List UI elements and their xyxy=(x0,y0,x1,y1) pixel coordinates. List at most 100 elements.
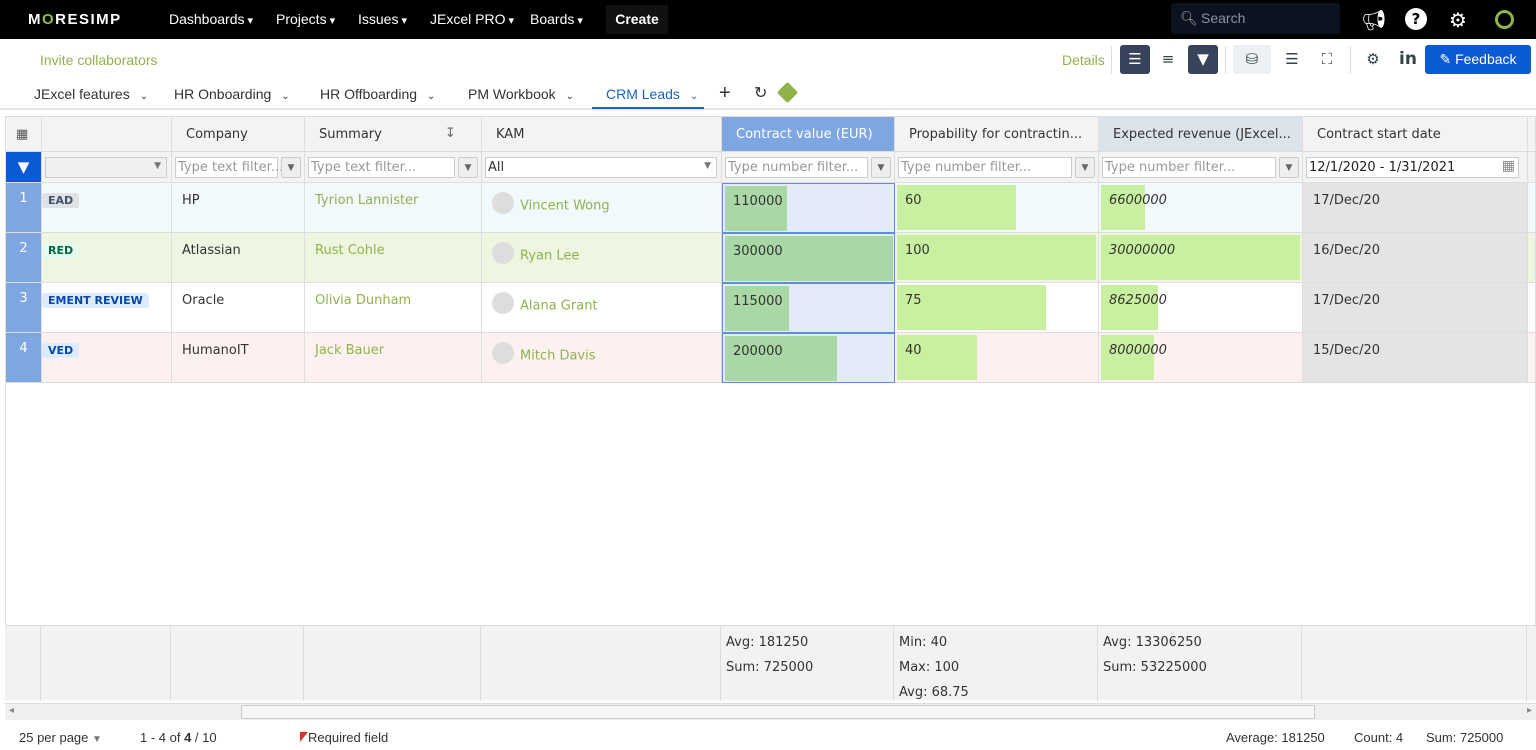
column-header-status[interactable] xyxy=(42,117,172,152)
database-icon[interactable]: ⛁ xyxy=(1233,45,1271,74)
tab-hr-offboarding[interactable]: HR Offboarding ⌄ xyxy=(320,86,435,102)
kam-cell[interactable]: Vincent Wong xyxy=(482,183,722,233)
column-header-contract-start-date[interactable]: Contract start date xyxy=(1303,117,1528,152)
create-button[interactable]: Create xyxy=(606,5,668,34)
column-header-contract-value[interactable]: Contract value (EUR) xyxy=(722,117,895,152)
summary-link[interactable]: Olivia Dunham xyxy=(305,283,482,333)
search-input[interactable]: 🔍︎ Search xyxy=(1171,3,1340,34)
tab-jexcel-features[interactable]: JExcel features ⌄ xyxy=(34,86,148,102)
filter-dropdown-icon[interactable]: ▼ xyxy=(1279,157,1299,178)
summary-link[interactable]: Rust Cohle xyxy=(305,233,482,283)
filter-dropdown-icon[interactable]: ▼ xyxy=(281,157,301,178)
warning-icon[interactable] xyxy=(776,81,799,104)
tab-crm-leads[interactable]: CRM Leads ⌄ xyxy=(592,86,705,109)
filter-input-expected-revenue[interactable]: Type number filter... xyxy=(1102,157,1276,178)
expected-revenue-cell[interactable]: 8625000 xyxy=(1099,283,1303,333)
expected-revenue-cell[interactable]: 6600000 xyxy=(1099,183,1303,233)
clear-filters-icon[interactable]: ▼ xyxy=(6,152,42,183)
tab-pm-workbook[interactable]: PM Workbook ⌄ xyxy=(468,86,574,102)
kam-cell[interactable]: Mitch Davis xyxy=(482,333,722,383)
filter-input-summary[interactable]: Type text filter... xyxy=(308,157,455,178)
nav-jexcel-pro[interactable]: JExcel PRO xyxy=(430,11,514,27)
company-cell[interactable]: Oracle xyxy=(172,283,305,333)
row-number[interactable]: 1 xyxy=(6,183,42,233)
kam-user-link[interactable]: Vincent Wong xyxy=(520,198,610,214)
contract-start-date-cell[interactable]: 16/Dec/20 xyxy=(1303,233,1528,283)
linkedin-icon[interactable]: in xyxy=(1399,49,1417,69)
expected-revenue-cell[interactable]: 8000000 xyxy=(1099,333,1303,383)
kam-cell[interactable]: Alana Grant xyxy=(482,283,722,333)
row-number[interactable]: 4 xyxy=(6,333,42,383)
column-header-probability[interactable]: Propability for contractin... xyxy=(895,117,1099,152)
list-icon[interactable]: ≡ xyxy=(1161,50,1175,68)
nav-dashboards[interactable]: Dashboards xyxy=(169,11,253,27)
summary-link[interactable]: Tyrion Lannister xyxy=(305,183,482,233)
probability-cell[interactable]: 40 xyxy=(895,333,1099,383)
chevron-down-icon[interactable]: ⌄ xyxy=(689,91,699,102)
feedback-button[interactable]: ✎ Feedback xyxy=(1425,45,1531,74)
status-cell[interactable]: EAD xyxy=(42,183,172,233)
calendar-icon[interactable]: ▦ xyxy=(1501,158,1515,174)
filter-input-company[interactable]: Type text filter... xyxy=(175,157,283,178)
chevron-down-icon[interactable]: ⌄ xyxy=(139,91,149,102)
scroll-left-icon[interactable]: ◂ xyxy=(9,705,15,716)
company-cell[interactable]: HumanoIT xyxy=(172,333,305,383)
refresh-icon[interactable]: ↻ xyxy=(754,85,768,102)
column-header-kam[interactable]: KAM xyxy=(482,117,722,152)
add-sheet-icon[interactable]: + xyxy=(719,82,731,104)
summary-link[interactable]: Jack Bauer xyxy=(305,333,482,383)
contract-value-cell[interactable]: 115000 xyxy=(722,283,895,333)
probability-cell[interactable]: 100 xyxy=(895,233,1099,283)
scroll-right-icon[interactable]: ▸ xyxy=(1526,705,1532,716)
profile-avatar[interactable] xyxy=(1495,10,1514,29)
help-icon[interactable]: ? xyxy=(1405,8,1427,30)
chevron-down-icon[interactable]: ⌄ xyxy=(281,91,290,102)
details-link[interactable]: Details xyxy=(1062,52,1105,68)
contract-value-cell[interactable]: 110000 xyxy=(722,183,895,233)
caret-down-icon[interactable]: ▼ xyxy=(154,161,161,171)
nav-projects[interactable]: Projects xyxy=(276,11,335,27)
settings-icon[interactable]: ⚙ xyxy=(1449,8,1467,32)
filter-icon[interactable]: ▼ xyxy=(1188,45,1218,74)
company-cell[interactable]: HP xyxy=(172,183,305,233)
invite-collaborators-link[interactable]: Invite collaborators xyxy=(40,52,158,68)
contract-value-cell[interactable]: 300000 xyxy=(722,233,895,283)
filter-dropdown-icon[interactable]: ▼ xyxy=(871,157,891,178)
filter-dropdown-icon[interactable]: ▼ xyxy=(1075,157,1095,178)
chevron-down-icon[interactable]: ⌄ xyxy=(565,91,575,102)
filter-input-kam[interactable]: All xyxy=(485,157,717,178)
expected-revenue-cell[interactable]: 30000000 xyxy=(1099,233,1303,283)
filter-input-status[interactable] xyxy=(45,157,167,178)
column-header-company[interactable]: Company xyxy=(172,117,305,152)
contract-start-date-cell[interactable]: 17/Dec/20 xyxy=(1303,283,1528,333)
fullscreen-icon[interactable]: ⛶ xyxy=(1321,50,1333,68)
megaphone-icon[interactable]: 📢︎ xyxy=(1361,8,1387,32)
gear-icon[interactable]: ⚙ xyxy=(1366,50,1380,68)
status-cell[interactable]: VED xyxy=(42,333,172,383)
logo[interactable]: MORESIMP xyxy=(28,11,122,28)
nav-issues[interactable]: Issues xyxy=(358,11,407,27)
contract-start-date-cell[interactable]: 15/Dec/20 xyxy=(1303,333,1528,383)
kam-user-link[interactable]: Alana Grant xyxy=(520,298,598,314)
column-header-summary[interactable]: Summary xyxy=(305,117,482,152)
probability-cell[interactable]: 75 xyxy=(895,283,1099,333)
column-header-expected-revenue[interactable]: Expected revenue (JExcel... xyxy=(1099,117,1303,152)
kam-user-link[interactable]: Mitch Davis xyxy=(520,348,596,364)
probability-cell[interactable]: 60 xyxy=(895,183,1099,233)
filter-input-contract-value[interactable]: Type number filter... xyxy=(725,157,868,178)
chevron-down-icon[interactable]: ⌄ xyxy=(427,91,436,102)
tab-hr-onboarding[interactable]: HR Onboarding ⌄ xyxy=(174,86,290,102)
filter-dropdown-icon[interactable]: ▼ xyxy=(458,157,478,178)
filter-input-probability[interactable]: Type number filter... xyxy=(898,157,1072,178)
status-cell[interactable]: RED xyxy=(42,233,172,283)
sort-icon[interactable]: ↧ xyxy=(445,126,456,141)
filter-input-contract-start-date[interactable]: 12/1/2020 - 1/31/2021 xyxy=(1306,157,1519,178)
row-number[interactable]: 3 xyxy=(6,283,42,333)
column-header-partial[interactable] xyxy=(1528,117,1535,152)
kam-cell[interactable]: Ryan Lee xyxy=(482,233,722,283)
status-cell[interactable]: EMENT REVIEW xyxy=(42,283,172,333)
per-page-select[interactable]: 25 per page ▼ xyxy=(19,730,102,745)
select-all-icon[interactable]: ▦ xyxy=(6,117,42,152)
columns-icon[interactable]: ☰ xyxy=(1285,50,1299,68)
horizontal-scrollbar[interactable]: ◂ ▸ xyxy=(5,703,1536,720)
